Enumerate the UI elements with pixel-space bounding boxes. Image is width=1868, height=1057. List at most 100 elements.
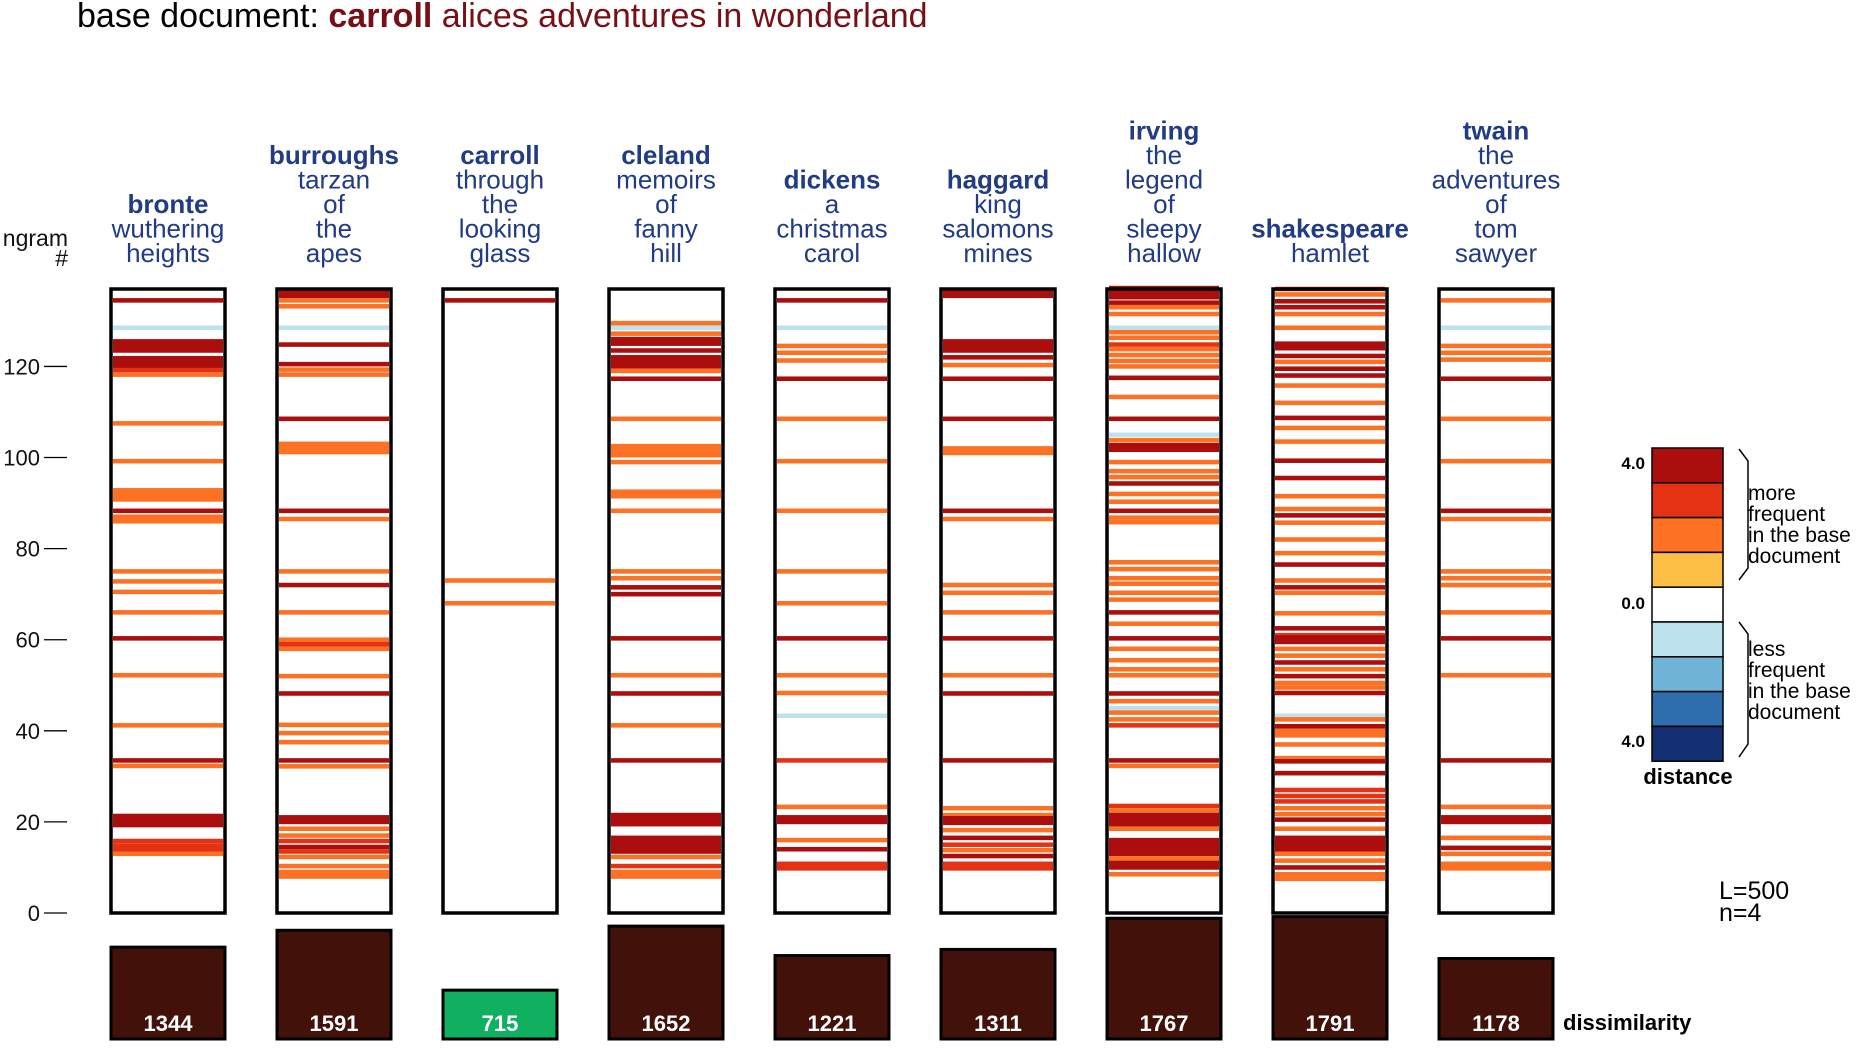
ngram-band bbox=[1109, 646, 1219, 652]
ngram-band bbox=[279, 764, 389, 769]
ngram-band bbox=[1109, 672, 1219, 678]
ngram-band bbox=[611, 443, 721, 453]
dissimilarity-bar bbox=[773, 954, 891, 1041]
ngram-band bbox=[279, 691, 389, 696]
document-title-line: looking bbox=[459, 214, 541, 244]
ngram-band bbox=[1275, 755, 1385, 761]
dissimilarity-value: 1767 bbox=[1140, 1011, 1189, 1036]
ngram-band bbox=[1275, 646, 1385, 652]
ngram-band bbox=[1441, 582, 1551, 588]
y-tick-label: 40 bbox=[16, 719, 40, 744]
page-title: base document: carroll alices adventures… bbox=[77, 0, 928, 35]
dissimilarity-value: 1221 bbox=[808, 1011, 857, 1036]
ngram-band bbox=[777, 804, 887, 810]
ngram-band bbox=[943, 835, 1053, 841]
ngram-band bbox=[279, 637, 389, 642]
ngram-band bbox=[113, 325, 223, 330]
ngram-band bbox=[1441, 357, 1551, 362]
dissimilarity-value: 1311 bbox=[974, 1011, 1022, 1036]
ngram-band bbox=[279, 441, 389, 451]
ngram-band bbox=[943, 289, 1053, 299]
document-title-line: of bbox=[1153, 189, 1175, 219]
ngram-band bbox=[943, 582, 1053, 588]
ngram-band bbox=[1441, 672, 1551, 678]
heatmap-panel-border bbox=[1437, 287, 1555, 915]
document-title-line: salomons bbox=[942, 214, 1053, 244]
legend-swatch bbox=[1651, 725, 1724, 762]
ngram-band bbox=[279, 372, 389, 377]
ngram-band bbox=[279, 849, 389, 854]
dissimilarity-bar bbox=[939, 947, 1057, 1041]
ngram-band bbox=[279, 739, 389, 745]
y-tick-label: 0 bbox=[28, 901, 40, 926]
ngram-band bbox=[1109, 342, 1219, 347]
ngram-band bbox=[1109, 758, 1219, 763]
heatmap-panel bbox=[609, 289, 723, 913]
document-title-line: heights bbox=[126, 238, 210, 268]
ngram-band bbox=[611, 672, 721, 678]
ngram-band bbox=[1275, 439, 1385, 444]
ngram-band bbox=[611, 376, 721, 382]
ngram-band bbox=[279, 304, 389, 309]
ngram-band bbox=[1275, 520, 1385, 525]
heatmap-panel-border bbox=[275, 287, 393, 915]
ngram-band bbox=[777, 758, 887, 763]
ngram-band bbox=[1275, 685, 1385, 690]
dissimilarity-value: 1652 bbox=[642, 1011, 691, 1036]
ngram-band bbox=[1109, 837, 1219, 857]
ngram-band bbox=[777, 861, 887, 871]
ngram-band bbox=[943, 812, 1053, 818]
ngram-band bbox=[1109, 667, 1219, 672]
legend-zero-label: 0.0 bbox=[1621, 594, 1645, 613]
legend-swatch bbox=[1651, 656, 1724, 693]
ngram-band bbox=[279, 722, 389, 728]
ngram-band bbox=[279, 582, 389, 588]
legend-swatch bbox=[1651, 690, 1724, 728]
ngram-band bbox=[113, 367, 223, 373]
document-title-line: the bbox=[482, 189, 518, 219]
document-title-line: the bbox=[1146, 140, 1182, 170]
heatmap-panel-border bbox=[1105, 287, 1223, 915]
ngram-band bbox=[1109, 442, 1219, 453]
ngram-band bbox=[279, 854, 389, 860]
dissimilarity-value: 1591 bbox=[310, 1011, 359, 1036]
legend-swatch bbox=[1651, 586, 1724, 623]
ngram-band bbox=[1109, 581, 1219, 586]
dissimilarity-value: 1178 bbox=[1472, 1011, 1520, 1036]
legend-swatch bbox=[1651, 447, 1724, 484]
ngram-band bbox=[279, 610, 389, 615]
ngram-band bbox=[1275, 826, 1385, 832]
heatmap-panel-border bbox=[773, 287, 891, 915]
ngram-band bbox=[113, 813, 223, 828]
ngram-band bbox=[777, 713, 887, 719]
ngram-band bbox=[611, 489, 721, 499]
ngram-band bbox=[777, 350, 887, 356]
ngram-band bbox=[1275, 359, 1385, 365]
ngram-band bbox=[1441, 416, 1551, 422]
ngram-band bbox=[1109, 375, 1219, 381]
ngram-band bbox=[943, 861, 1053, 871]
ngram-band bbox=[1441, 758, 1551, 763]
ngram-band bbox=[611, 835, 721, 854]
param-l: L=500 bbox=[1719, 877, 1789, 905]
ngram-band bbox=[611, 459, 721, 465]
ngram-band bbox=[445, 298, 555, 303]
ngram-band bbox=[1109, 705, 1219, 711]
ngram-band bbox=[943, 355, 1053, 360]
ngram-band bbox=[1109, 508, 1219, 514]
dissimilarity-value: 715 bbox=[482, 1011, 519, 1036]
document-title-line: mines bbox=[963, 238, 1032, 268]
ngram-band bbox=[1109, 491, 1219, 497]
document-title-line: hallow bbox=[1127, 238, 1201, 268]
ngram-band bbox=[943, 847, 1053, 853]
ngram-band bbox=[1109, 763, 1219, 769]
ngram-band bbox=[1441, 325, 1551, 330]
ngram-band bbox=[611, 854, 721, 860]
ngram-band bbox=[777, 636, 887, 641]
ngram-band bbox=[1275, 513, 1385, 518]
ngram-band bbox=[943, 636, 1053, 641]
ngram-band bbox=[1275, 635, 1385, 645]
legend-swatch bbox=[1651, 516, 1724, 554]
document-title-line: the bbox=[1478, 140, 1514, 170]
ngram-band bbox=[1275, 793, 1385, 799]
